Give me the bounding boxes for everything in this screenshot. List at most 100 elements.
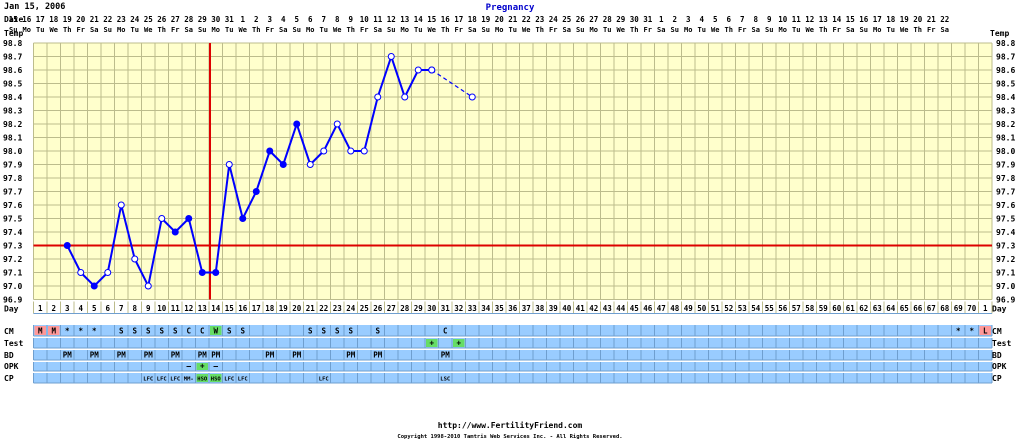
day-number: 13 [198,304,208,313]
weekday-tick: Th [630,26,638,34]
y-tick-left: 96.9 [3,296,22,305]
weekday-tick: Tu [131,26,139,34]
temp-point [401,93,409,101]
weekday-tick: Tu [36,26,44,34]
weekday-tick: Su [482,26,490,34]
date-tick: 7 [321,15,326,24]
weekday-tick: Tu [603,26,611,34]
y-tick-right: 98.2 [996,120,1015,129]
weekday-tick: We [50,26,58,34]
date-row-label: Date [4,15,23,24]
temp-point [428,66,436,74]
date-tick: 16 [441,15,451,24]
day-number: 40 [562,304,572,313]
date-tick: 1 [240,15,245,24]
weekday-tick: Sa [468,26,476,34]
y-tick-left: 97.9 [3,161,22,170]
row-bd-entry: PM [265,351,275,360]
weekday-tick: Th [252,26,260,34]
day-number: 44 [616,304,626,313]
day-number: 30 [427,304,437,313]
temp-point [347,147,355,155]
temp-point [468,93,476,101]
date-tick: 15 [9,15,18,24]
plot-area [33,43,992,300]
date-tick: 20 [76,15,86,24]
row-cm-entry: S [375,327,380,336]
date-tick: 12 [805,15,814,24]
date-tick: 17 [873,15,882,24]
date-tick: 21 [508,15,518,24]
weekday-tick: Th [347,26,355,34]
day-number: 41 [576,304,586,313]
weekday-tick: Sa [752,26,760,34]
day-number: 37 [522,304,531,313]
y-tick-left: 97.1 [3,269,22,278]
row-bd-entry: PM [198,351,208,360]
weekday-tick: Mo [779,26,787,34]
temp-point [266,147,274,155]
row-bd-entry: PM [63,351,73,360]
date-tick: 28 [603,15,613,24]
date-tick: 9 [348,15,353,24]
y-tick-right: 97.8 [996,174,1015,183]
date-tick: 1 [659,15,664,24]
temp-point [63,242,71,249]
weekday-tick: Sa [90,26,98,34]
date-tick: 22 [940,15,949,24]
date-tick: 14 [414,15,424,24]
date-tick: 9 [767,15,772,24]
day-number: 15 [225,304,234,313]
row-opk-bg [33,362,992,371]
row-cp-entry: MM- [184,377,194,383]
row-cell-highlight [34,326,46,335]
y-tick-left: 98.7 [3,53,22,62]
day-number: 50 [697,304,707,313]
date-tick: 8 [335,15,340,24]
date-tick: 18 [468,15,478,24]
row-label-day-right: Day [992,305,1007,314]
day-number: 64 [886,304,896,313]
row-label-bd-right: BD [992,351,1002,360]
row-opk-entry: + [200,362,205,371]
day-number: 45 [630,304,639,313]
date-tick: 24 [549,15,559,24]
temp-point [320,147,328,155]
weekday-tick: Sa [185,26,193,34]
y-tick-right: 97.5 [996,215,1015,224]
row-cm-bg [33,325,992,336]
y-tick-right: 97.0 [996,282,1015,291]
temp-line [66,53,432,290]
weekday-tick: Tu [887,26,895,34]
row-cell-highlight [426,339,438,347]
day-number: 67 [927,304,936,313]
day-number: 10 [157,304,167,313]
day-number: 58 [805,304,815,313]
weekday-tick: Sa [374,26,382,34]
date-tick: 27 [589,15,598,24]
day-number: 24 [346,304,356,313]
row-cm-entry: * [956,327,961,336]
date-tick: 21 [90,15,100,24]
weekday-tick: Tu [792,26,800,34]
y-tick-left: 98.5 [3,80,22,89]
weekday-tick: Mo [495,26,503,34]
weekday-tick: We [333,26,341,34]
row-cm-entry: S [119,327,124,336]
row-bd-entry: PM [144,351,154,360]
row-cell-highlight [979,326,991,335]
row-cp-entry: LFC [238,377,248,383]
row-cp-bg [33,373,992,383]
weekday-tick: We [900,26,908,34]
weekday-tick: Fr [77,26,85,34]
y-tick-right: 96.9 [996,296,1015,305]
date-tick: 27 [171,15,180,24]
weekday-tick: We [144,26,152,34]
day-number: 48 [670,304,680,313]
temp-point [77,269,85,276]
row-label-opk-left: OPK [4,362,19,371]
weekday-tick: We [239,26,247,34]
weekday-tick: Mo [684,26,692,34]
date-tick: 2 [672,15,677,24]
date-tick: 20 [495,15,505,24]
